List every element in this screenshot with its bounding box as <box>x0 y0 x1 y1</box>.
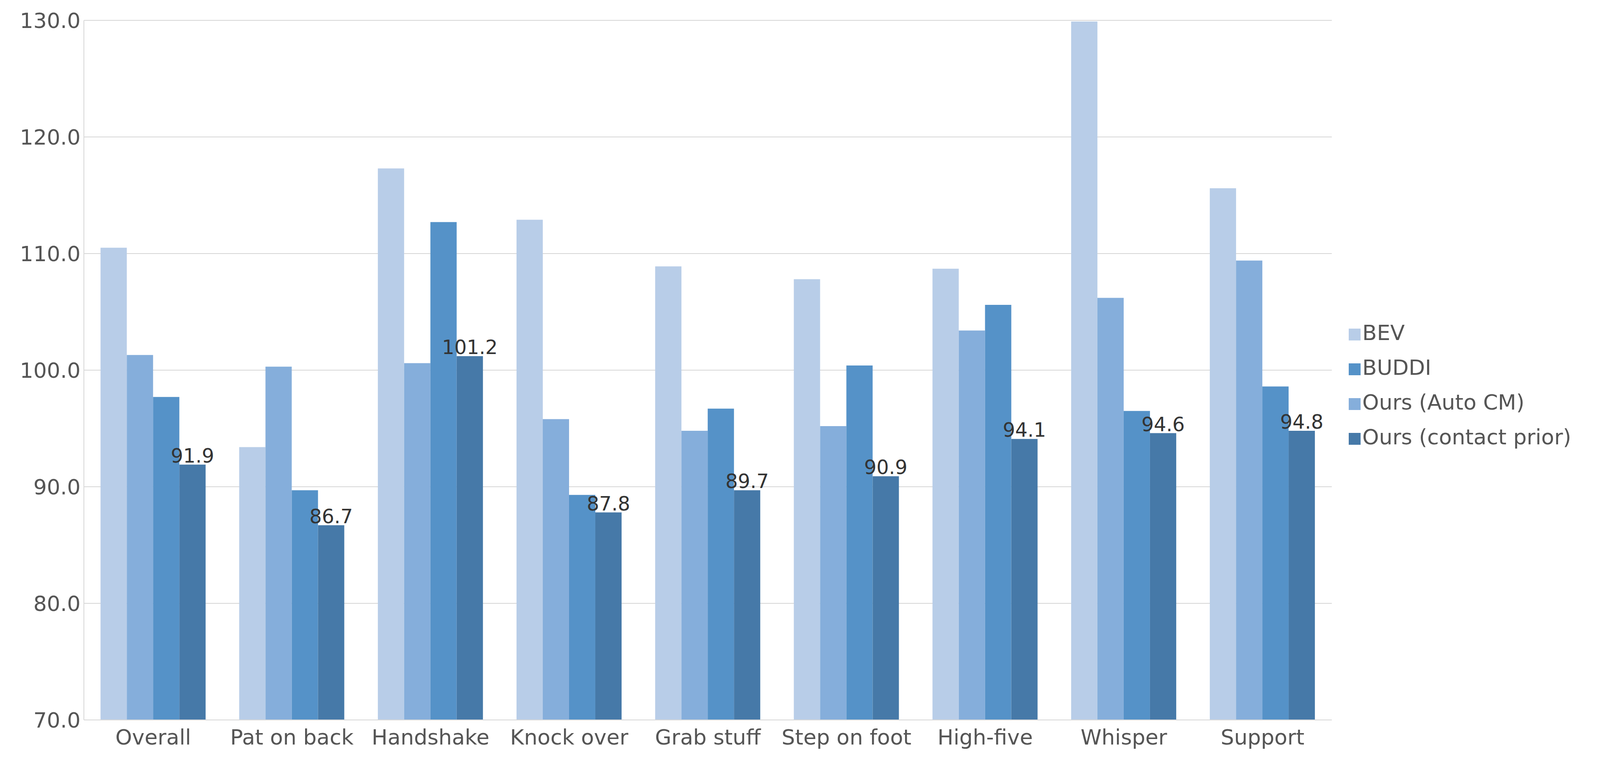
svg-text:94.6: 94.6 <box>1141 412 1185 436</box>
svg-text:90.9: 90.9 <box>863 455 908 479</box>
svg-text:Step on foot: Step on foot <box>781 724 912 750</box>
svg-text:89.7: 89.7 <box>725 469 769 493</box>
svg-text:94.1: 94.1 <box>1002 418 1046 442</box>
svg-text:86.7: 86.7 <box>309 504 353 528</box>
html-text:Ours (contact prior): Ours (contact prior) <box>1362 424 1572 450</box>
svg-text:80.0: 80.0 <box>33 591 81 616</box>
svg-text:90.0: 90.0 <box>33 474 81 500</box>
svg-text:Whisper: Whisper <box>1080 724 1168 750</box>
svg-text:120.0: 120.0 <box>19 125 81 150</box>
svg-text:100.0: 100.0 <box>19 358 81 383</box>
svg-text:Pat on back: Pat on back <box>230 724 354 750</box>
html-text:BEV: BEV <box>1362 320 1405 345</box>
svg-text:Overall: Overall <box>115 724 192 750</box>
svg-text:101.2: 101.2 <box>441 335 498 359</box>
svg-text:91.9: 91.9 <box>170 444 214 467</box>
svg-text:Knock over: Knock over <box>510 724 629 750</box>
svg-text:Grab stuff: Grab stuff <box>655 724 762 750</box>
svg-text:130.0: 130.0 <box>19 8 81 34</box>
svg-text:Support: Support <box>1220 724 1305 750</box>
html-text:BUDDI: BUDDI <box>1362 355 1432 380</box>
svg-text:94.8: 94.8 <box>1280 410 1324 434</box>
svg-text:High-five: High-five <box>937 724 1034 750</box>
svg-text:110.0: 110.0 <box>19 241 81 267</box>
svg-text:87.8: 87.8 <box>586 491 631 515</box>
svg-text:Handshake: Handshake <box>371 724 490 750</box>
html-text:Ours (Auto CM): Ours (Auto CM) <box>1362 389 1525 415</box>
svg-text:70.0: 70.0 <box>33 707 81 733</box>
